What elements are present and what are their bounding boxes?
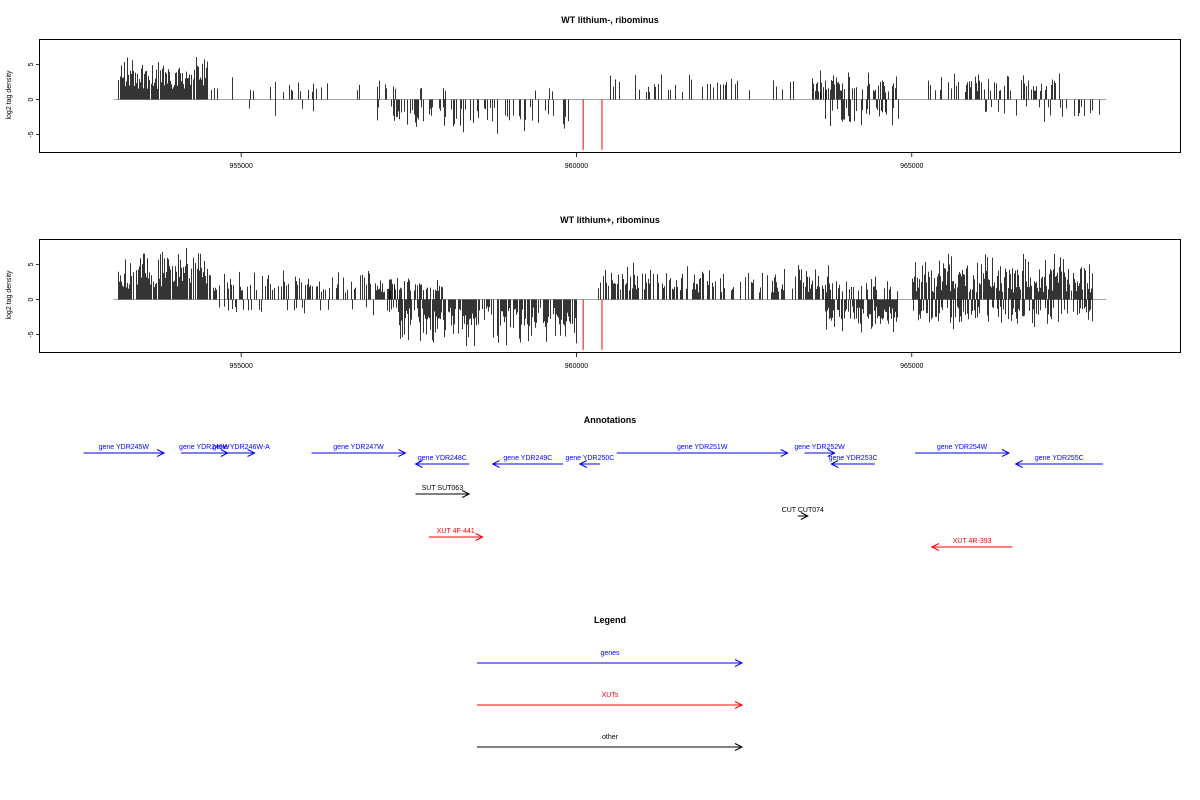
x-axis: 955000 960000 965000 [229, 353, 924, 370]
annotation-arrow: gene YDR252W [794, 444, 845, 457]
panel-title: WT lithium+, ribominus [560, 215, 660, 225]
annotation-label: gene YDR252W [794, 444, 845, 451]
x-tick-label: 955000 [229, 363, 252, 370]
legend-label: genes [600, 650, 620, 657]
y-tick-label: 5 [28, 262, 35, 266]
plot-frame [39, 39, 1181, 153]
annotation-label: gene YDR255C [1035, 455, 1084, 462]
annotation-arrow: gene YDR245W [83, 444, 166, 457]
annotation-label: gene YDR250C [565, 455, 614, 462]
annotation-arrow: gene YDR248C [414, 455, 470, 468]
legend-title: Legend [594, 615, 626, 625]
annotation-arrow: SUT SUT063 [415, 485, 471, 498]
x-tick-label: 965000 [900, 163, 923, 170]
x-axis: 955000 960000 965000 [229, 153, 924, 170]
annotation-label: XUT 4R-393 [953, 538, 992, 545]
annotation-arrow: CUT CUT074 [782, 507, 824, 520]
track-panel-lithium-plus: WT lithium+, ribominus log2 tag density … [6, 215, 1181, 370]
y-axis: -5 0 5 [28, 262, 40, 338]
y-axis: -5 0 5 [28, 62, 40, 138]
legend: Legend genes XUTs other [477, 615, 744, 751]
annotation-label: gene YDR254W [937, 444, 988, 451]
annotation-arrow: XUT 4F-441 [428, 528, 484, 541]
legend-label: other [602, 734, 619, 741]
x-tick-label: 955000 [229, 163, 252, 170]
annotations-title: Annotations [584, 415, 637, 425]
annotation-arrow: XUT 4R-393 [930, 538, 1013, 551]
annotation-arrow: gene YDR247W [311, 444, 407, 457]
track-panel-lithium-minus: WT lithium-, ribominus log2 tag density … [6, 15, 1181, 170]
y-tick-label: 0 [28, 97, 35, 101]
annotations-track: Annotations gene YDR245W gene YDR246Wgene… [83, 415, 1103, 551]
annotation-label: gene YDR245W [99, 444, 150, 451]
panel-title: WT lithium-, ribominus [561, 15, 659, 25]
y-tick-label: -5 [28, 131, 35, 137]
x-tick-label: 965000 [900, 363, 923, 370]
annotation-arrow: gene YDR251W [616, 444, 789, 457]
annotation-arrow: gene YDR249C [491, 455, 564, 468]
legend-label: XUTs [602, 692, 619, 699]
legend-entry: other [477, 734, 744, 751]
annotation-label: SUT SUT063 [422, 485, 464, 492]
y-axis-label: log2 tag density [6, 70, 13, 120]
annotation-label: gene YDR246W-A [213, 444, 271, 451]
annotation-label: gene YDR248C [418, 455, 467, 462]
annotation-label: gene YDR251W [677, 444, 728, 451]
annotation-arrow: gene YDR250C [565, 455, 614, 468]
y-tick-label: -5 [28, 331, 35, 337]
annotation-arrow: gene YDR246W-A [213, 444, 271, 457]
annotation-label: gene YDR246W [179, 444, 230, 451]
y-tick-label: 5 [28, 62, 35, 66]
annotation-arrow: gene YDR254W [915, 444, 1011, 457]
bar-series [113, 247, 1107, 350]
y-axis-label: log2 tag density [6, 270, 13, 320]
annotation-arrow: gene YDR253C [829, 455, 878, 468]
x-tick-label: 960000 [565, 163, 588, 170]
plot-frame [39, 239, 1181, 353]
annotation-label: gene YDR249C [503, 455, 552, 462]
annotation-label: CUT CUT074 [782, 507, 824, 514]
annotation-arrow: gene YDR255C [1014, 455, 1103, 468]
legend-entry: XUTs [477, 692, 744, 709]
annotation-label: gene YDR247W [333, 444, 384, 451]
annotation-label: gene YDR253C [829, 455, 878, 462]
y-tick-label: 0 [28, 297, 35, 301]
x-tick-label: 960000 [565, 363, 588, 370]
annotation-label: XUT 4F-441 [437, 528, 475, 535]
bar-series [113, 57, 1107, 150]
legend-entry: genes [477, 650, 744, 667]
